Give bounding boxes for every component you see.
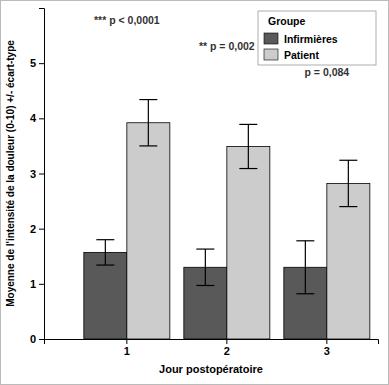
legend-swatch xyxy=(264,49,278,60)
y-tick-label: 4 xyxy=(30,112,37,124)
error-bar xyxy=(96,240,114,265)
error-bar xyxy=(239,124,257,168)
error-bar-cap xyxy=(296,293,314,294)
error-bar-cap xyxy=(239,168,257,169)
y-tick: 2 xyxy=(30,223,44,235)
error-bar-cap xyxy=(196,285,214,286)
x-axis-line xyxy=(45,340,379,345)
frame xyxy=(1,1,389,385)
annotation: *** p < 0,0001 xyxy=(94,14,160,26)
error-bar-stem xyxy=(105,240,106,265)
bar xyxy=(227,146,270,339)
x-tick-mark xyxy=(126,339,127,344)
error-bar-cap xyxy=(339,160,357,161)
error-bar xyxy=(139,100,157,146)
y-tick: 3 xyxy=(30,168,44,180)
y-tick: 1 xyxy=(30,278,44,290)
y-tick-label: 3 xyxy=(30,168,36,180)
x-tick-label: 2 xyxy=(224,345,230,357)
error-bar-cap xyxy=(139,145,157,146)
x-axis-title: Jour postopératoire xyxy=(159,363,263,375)
annotation: ** p = 0,002 xyxy=(199,40,255,52)
y-axis-title: Moyenne de l'intensité de la douleur (0-… xyxy=(5,40,16,307)
error-bar-cap xyxy=(96,239,114,240)
y-tick-mark xyxy=(39,339,44,340)
error-bar-cap xyxy=(196,248,214,249)
y-tick: 5 xyxy=(30,57,44,69)
error-bar-stem xyxy=(305,241,306,294)
y-tick-mark xyxy=(39,118,44,119)
x-tick-mark xyxy=(226,339,227,344)
error-bar-cap xyxy=(239,124,257,125)
x-tick: 3 xyxy=(324,339,330,357)
error-bar-cap xyxy=(139,99,157,100)
error-bar xyxy=(296,241,314,294)
error-bar-stem xyxy=(348,160,349,206)
x-tick-label: 3 xyxy=(324,345,330,357)
legend-label: Infirmières xyxy=(284,33,338,45)
error-bar-stem xyxy=(148,100,149,146)
x-axis: 1 2 3 xyxy=(45,339,379,357)
x-tick-mark xyxy=(326,339,327,344)
y-tick-mark xyxy=(39,174,44,175)
error-bar-stem xyxy=(205,249,206,285)
y-tick-mark xyxy=(39,63,44,64)
y-tick-label: 0 xyxy=(30,333,36,345)
bar xyxy=(327,183,370,339)
plot-area xyxy=(84,100,370,339)
legend-title: Groupe xyxy=(268,15,305,27)
legend: Groupe Infirmières Patient xyxy=(258,11,376,65)
x-tick: 2 xyxy=(224,339,230,357)
error-bar xyxy=(196,249,214,285)
y-tick-label: 1 xyxy=(30,278,36,290)
chart: 0 1 2 3 4 5 1 2 3 *** p < 0,0001 ** p = 0,002 p = 0… xyxy=(0,0,389,385)
error-bar-cap xyxy=(296,240,314,241)
x-tick: 1 xyxy=(124,339,130,357)
legend-box xyxy=(258,11,376,65)
annotation: p = 0,084 xyxy=(305,66,350,78)
x-tick-label: 1 xyxy=(124,345,130,357)
bar xyxy=(127,123,170,339)
legend-swatch xyxy=(264,33,278,44)
bar xyxy=(84,252,127,339)
error-bar-cap xyxy=(339,206,357,207)
error-bar-cap xyxy=(96,264,114,265)
y-axis-line xyxy=(39,9,45,340)
y-tick-label: 5 xyxy=(30,57,36,69)
y-tick: 4 xyxy=(30,112,44,124)
y-tick-label: 2 xyxy=(30,223,36,235)
legend-label: Patient xyxy=(284,49,320,61)
y-tick: 0 xyxy=(30,333,44,345)
y-axis: 0 1 2 3 4 5 xyxy=(30,9,45,346)
error-bar-stem xyxy=(248,124,249,168)
error-bar xyxy=(339,160,357,206)
y-tick-mark xyxy=(39,229,44,230)
y-tick-mark xyxy=(39,284,44,285)
